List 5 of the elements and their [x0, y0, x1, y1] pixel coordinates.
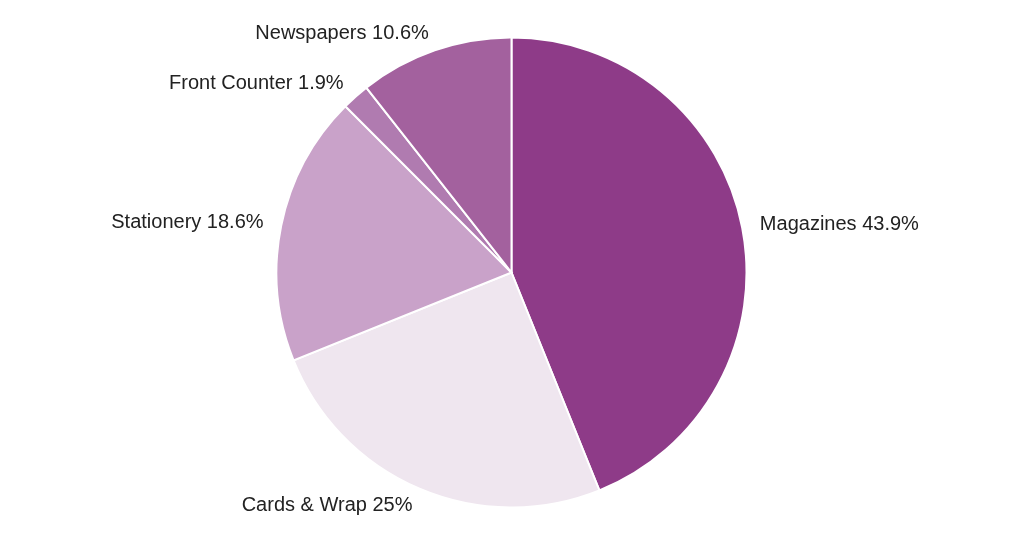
slice-label: Front Counter 1.9%: [169, 71, 344, 94]
slice-label: Magazines 43.9%: [759, 212, 920, 235]
slice-label: Cards & Wrap 25%: [241, 493, 413, 516]
slice-label: Newspapers 10.6%: [255, 21, 429, 44]
slice-label: Stationery 18.6%: [111, 209, 264, 232]
